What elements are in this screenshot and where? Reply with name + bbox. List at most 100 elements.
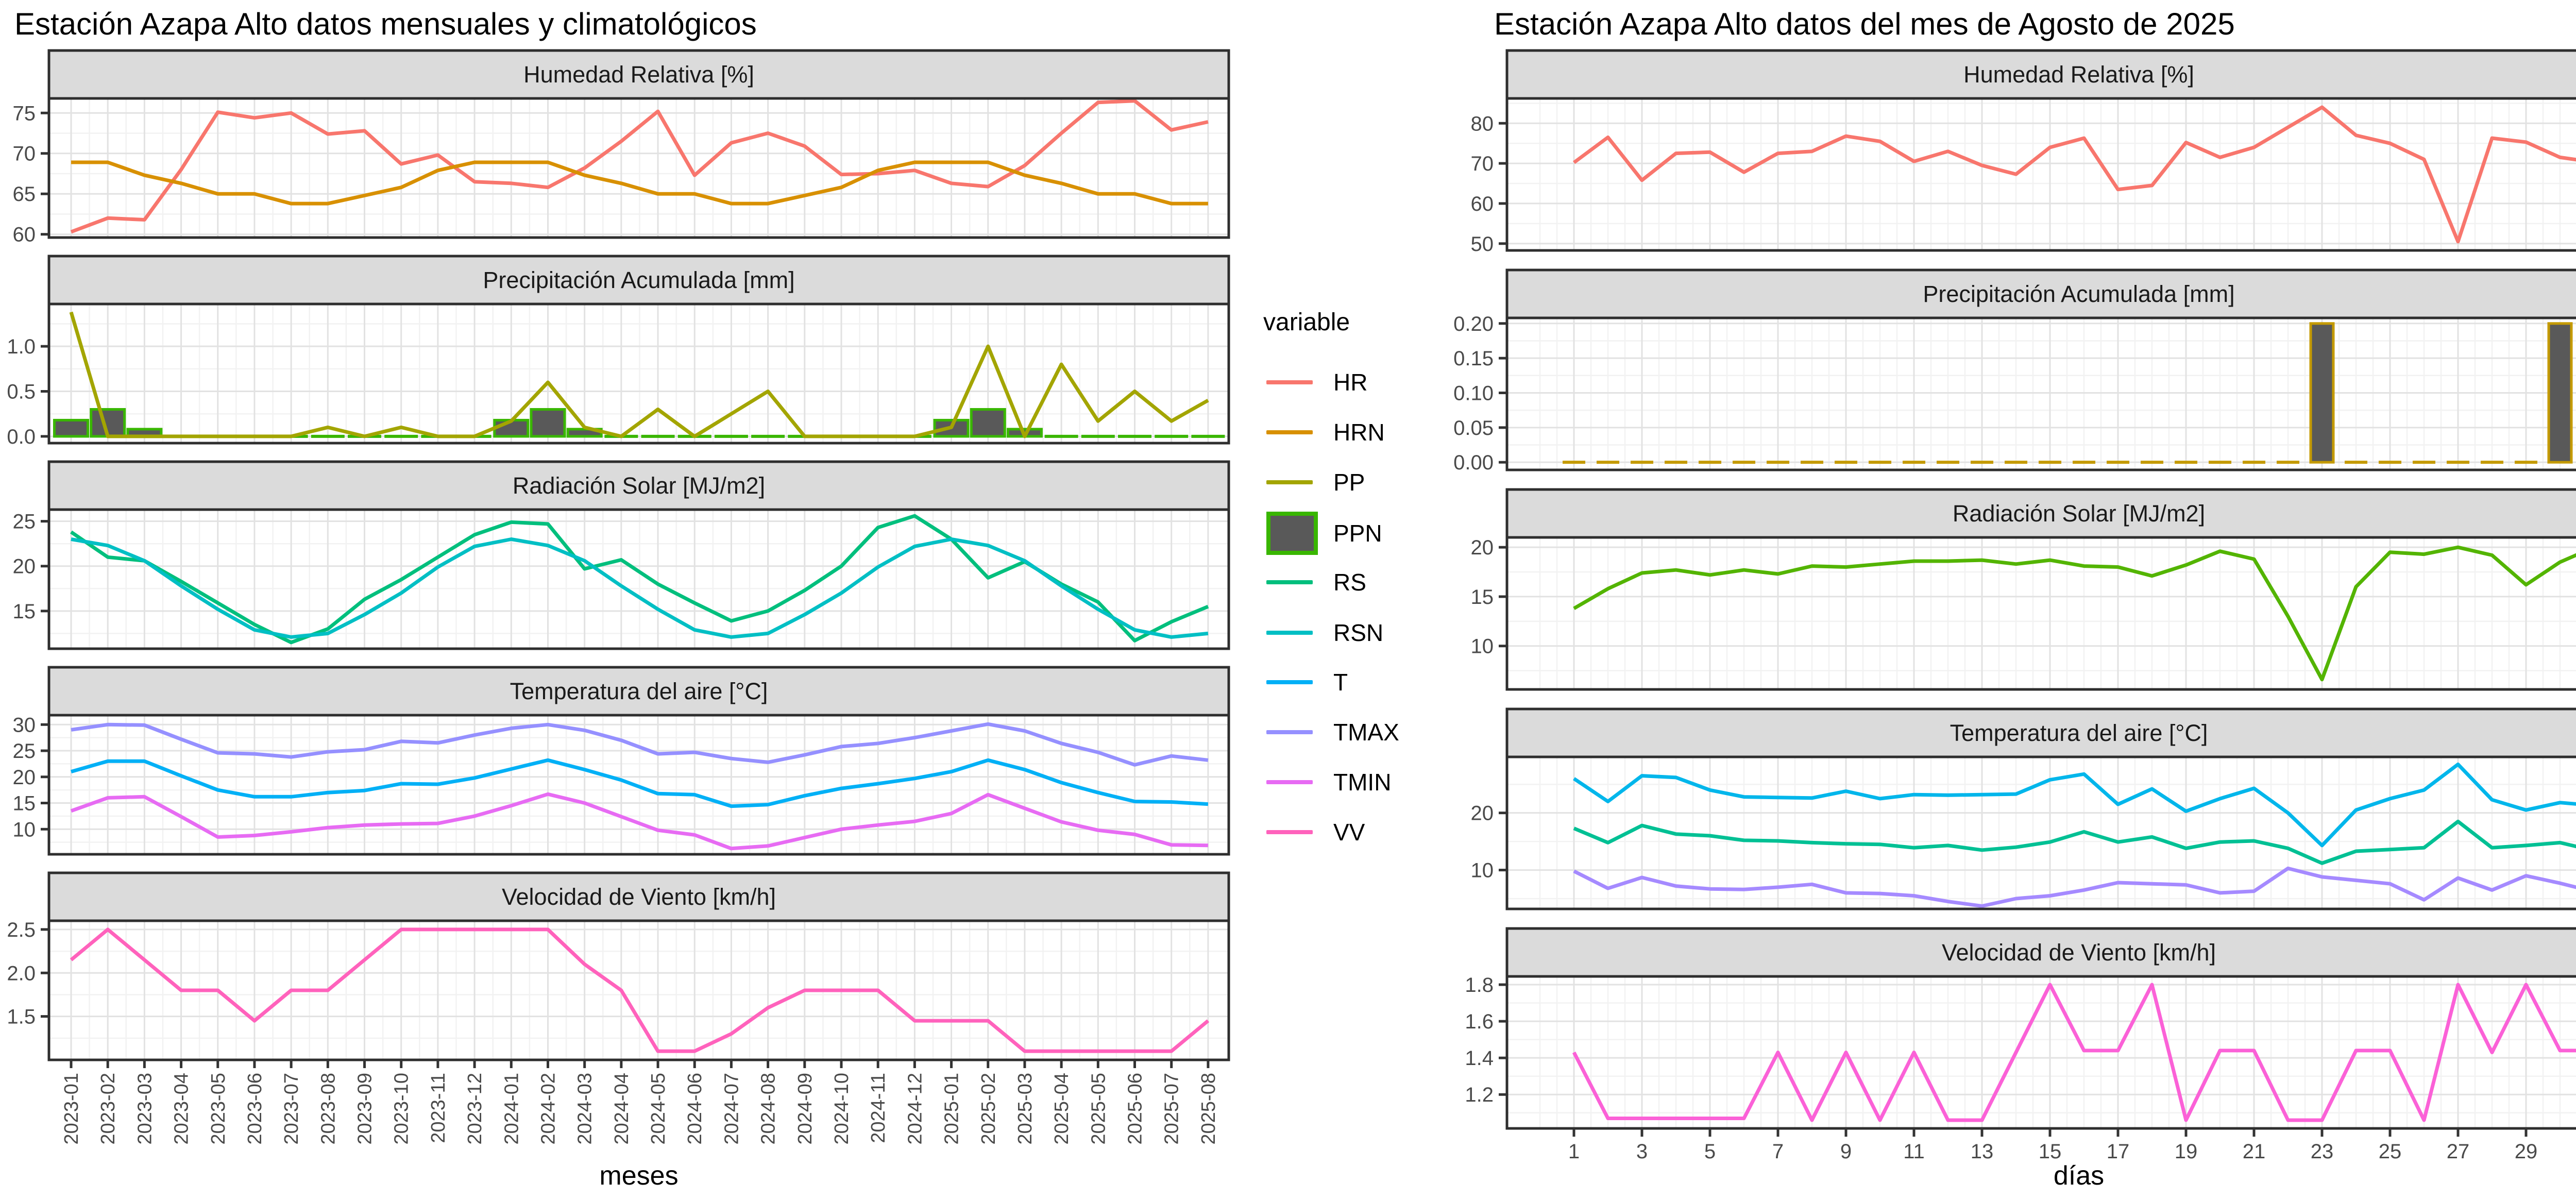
- x-tick-label: 2024-08: [758, 1073, 779, 1144]
- x-tick-label: 27: [2447, 1140, 2470, 1163]
- series-line-T: [1573, 819, 2576, 865]
- bar-PPN-2023-01: [53, 418, 89, 438]
- facet-data-group: [70, 927, 1210, 1053]
- y-tick-label: 15: [13, 600, 36, 623]
- bar-PP-23: [2309, 322, 2335, 464]
- x-tick-label: 15: [2039, 1140, 2062, 1163]
- facet-data-group: [70, 514, 1209, 645]
- facet-strip: [47, 460, 1230, 511]
- y-tick-label: 50: [1471, 233, 1494, 256]
- x-tick-label: 2024-10: [831, 1073, 853, 1144]
- y-tick-label: 2.5: [7, 919, 36, 941]
- left-plot-title: Estación Azapa Alto datos mensuales y cl…: [14, 7, 757, 41]
- facet-strip: [1505, 927, 2576, 978]
- panel-background: [1507, 98, 2576, 250]
- x-tick-label: 2023-05: [208, 1073, 229, 1144]
- y-tick-label: 25: [13, 740, 36, 763]
- y-tick-label: 30: [13, 714, 36, 736]
- facet-strip-label: Humedad Relativa [%]: [523, 61, 754, 88]
- x-tick-label: 2025-02: [978, 1073, 999, 1144]
- x-tick-label: 17: [2107, 1140, 2130, 1163]
- y-tick-label: 20: [1471, 536, 1494, 559]
- bar-PPN-2024-02: [530, 408, 566, 438]
- facet-strip-label: Velocidad de Viento [km/h]: [1942, 939, 2216, 966]
- facet-strip: [47, 871, 1230, 922]
- x-tick-label: 2025-05: [1088, 1073, 1109, 1144]
- x-tick-label: 2023-01: [61, 1073, 82, 1144]
- x-tick-label: 2023-04: [171, 1073, 193, 1144]
- y-tick-label: 1.2: [1465, 1084, 1494, 1106]
- y-tick-label: 0.20: [1453, 313, 1494, 335]
- facet-strip: [1505, 707, 2576, 758]
- x-tick-label: 2025-07: [1161, 1073, 1183, 1144]
- y-tick-label: 0.10: [1453, 382, 1494, 404]
- facet-strip: [1505, 268, 2576, 319]
- y-tick-label: 10: [1471, 635, 1494, 658]
- series-line-TMAX: [71, 722, 1209, 767]
- y-tick-label: 15: [1471, 586, 1494, 609]
- facet-data-group: [1572, 105, 2576, 244]
- x-tick-label: 19: [2175, 1140, 2198, 1163]
- y-tick-label: 20: [13, 555, 36, 578]
- facet-strip-label: Velocidad de Viento [km/h]: [502, 884, 776, 910]
- facet-strip-label: Precipitación Acumulada [mm]: [483, 267, 794, 293]
- x-tick-label: 2025-06: [1125, 1073, 1146, 1144]
- facet-data-group: [70, 722, 1209, 851]
- x-tick-label: 2023-12: [464, 1073, 486, 1144]
- x-tick-label: 2024-01: [501, 1073, 522, 1144]
- facet-strip: [47, 255, 1230, 306]
- y-tick-label: 0.5: [7, 381, 36, 403]
- y-tick-label: 10: [13, 818, 36, 841]
- x-tick-label: 25: [2379, 1140, 2402, 1163]
- x-tick-label: 2023-07: [281, 1073, 302, 1144]
- x-tick-label: 21: [2243, 1140, 2266, 1163]
- facet-strip: [47, 666, 1230, 717]
- series-line-RS: [70, 514, 1209, 645]
- x-tick-label: 2023-08: [317, 1073, 339, 1144]
- x-tick-label: 2023-06: [244, 1073, 266, 1144]
- x-tick-label: 29: [2515, 1140, 2538, 1163]
- x-tick-label: 2024-12: [904, 1073, 926, 1144]
- series-line-HR: [70, 99, 1209, 234]
- y-tick-label: 0.0: [7, 426, 36, 448]
- y-tick-label: 2.0: [7, 962, 36, 985]
- series-line-TMAX: [1573, 762, 2576, 848]
- bar-PPN-2025-02: [970, 408, 1006, 438]
- y-tick-label: 20: [1471, 802, 1494, 825]
- y-tick-label: 20: [13, 766, 36, 789]
- x-tick-label: 2024-02: [537, 1073, 559, 1144]
- series-line-RS: [1573, 545, 2576, 682]
- x-tick-label: 2025-08: [1198, 1073, 1219, 1144]
- y-tick-label: 60: [13, 224, 36, 246]
- x-tick-label: 5: [1704, 1140, 1716, 1163]
- y-tick-label: 70: [13, 143, 36, 165]
- series-line-HRN: [71, 160, 1208, 206]
- x-tick-label: 13: [1971, 1140, 1994, 1163]
- series-line-TMIN: [1573, 866, 2576, 908]
- x-tick-label: 7: [1772, 1140, 1784, 1163]
- facet-strip-label: Radiación Solar [MJ/m2]: [513, 472, 765, 499]
- x-tick-label: 2024-09: [794, 1073, 816, 1144]
- facet-data-group: [70, 99, 1209, 234]
- facet-strip: [47, 49, 1230, 100]
- series-line-VV: [70, 927, 1210, 1053]
- y-tick-label: 60: [1471, 193, 1494, 215]
- x-tick-label: 11: [1903, 1140, 1925, 1163]
- x-tick-label: 23: [2311, 1140, 2334, 1163]
- facet-data-group: [1563, 322, 2573, 464]
- facet-strip: [1505, 488, 2576, 539]
- facet-data-group: [53, 311, 1225, 438]
- x-tick-label: 2024-06: [684, 1073, 706, 1144]
- x-tick-label: 2024-04: [611, 1073, 633, 1144]
- facet-strip-label: Temperatura del aire [°C]: [1950, 720, 2208, 746]
- y-tick-label: 15: [13, 792, 36, 815]
- y-tick-label: 80: [1471, 112, 1494, 135]
- x-tick-label: 1: [1568, 1140, 1580, 1163]
- panel-background: [49, 921, 1229, 1060]
- x-tick-label: 2024-03: [574, 1073, 596, 1144]
- facet-data-group: [1573, 545, 2576, 682]
- left-x-axis-title: meses: [599, 1161, 679, 1191]
- x-tick-label: 2023-03: [134, 1073, 156, 1144]
- series-line-VV: [1572, 983, 2576, 1122]
